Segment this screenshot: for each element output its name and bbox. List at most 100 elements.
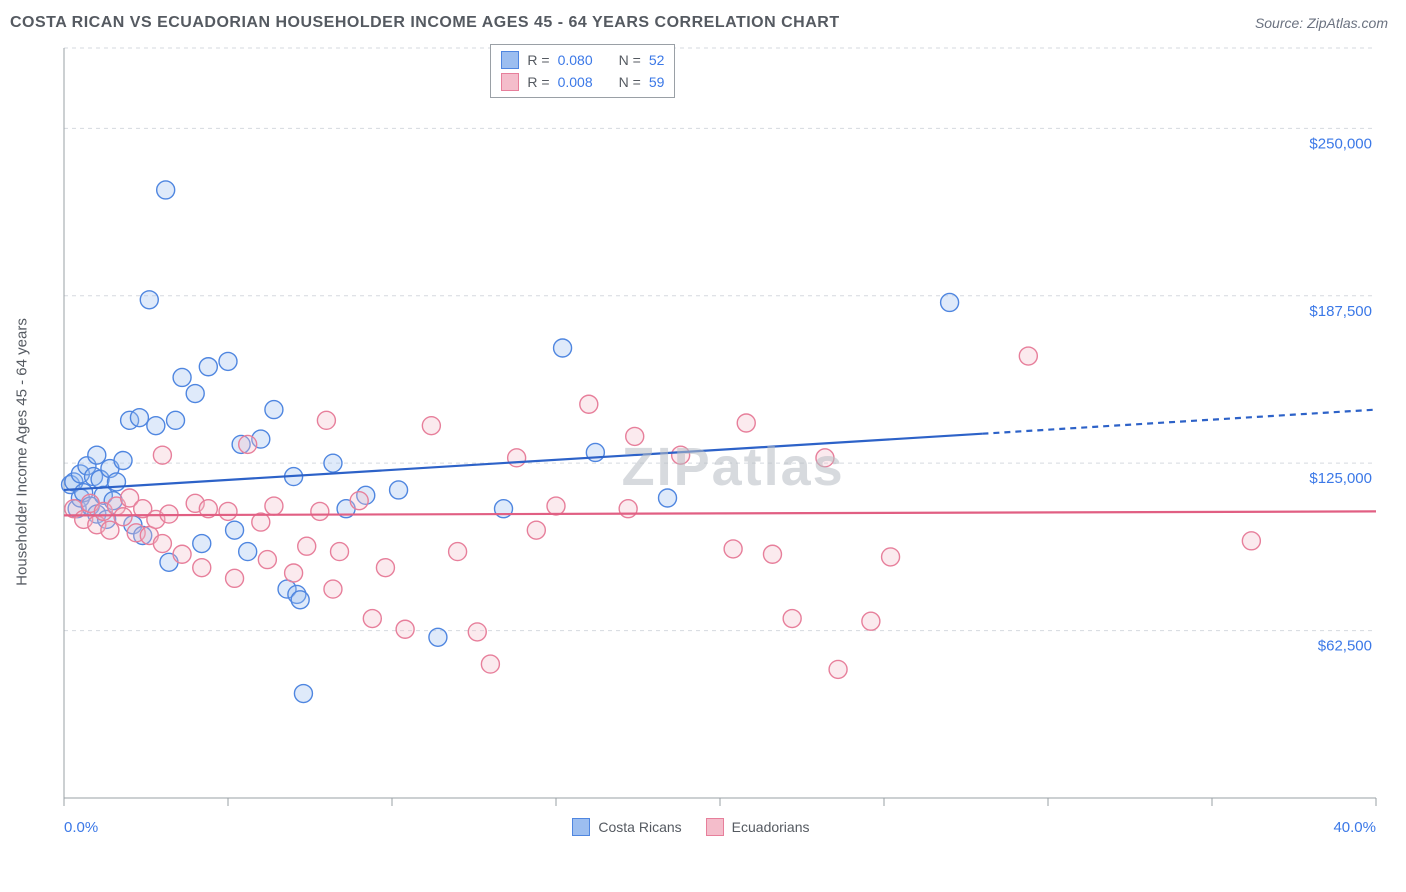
scatter-point (429, 628, 447, 646)
scatter-point (291, 591, 309, 609)
scatter-point (226, 569, 244, 587)
correlation-chart: COSTA RICAN VS ECUADORIAN HOUSEHOLDER IN… (10, 10, 1396, 882)
scatter-point (763, 545, 781, 563)
source-label: Source: ZipAtlas.com (1255, 15, 1388, 31)
legend-series-item: Costa Ricans (572, 816, 681, 838)
scatter-point (153, 446, 171, 464)
legend-series: Costa Ricans Ecuadorians (572, 816, 809, 838)
scatter-point (193, 535, 211, 553)
scatter-point (147, 417, 165, 435)
scatter-point (508, 449, 526, 467)
scatter-point (88, 446, 106, 464)
legend-n-value: 59 (649, 74, 665, 90)
scatter-point (672, 446, 690, 464)
scatter-point (363, 610, 381, 628)
legend-row: R = 0.008 N = 59 (501, 71, 664, 93)
scatter-point (239, 543, 257, 561)
x-min-label: 0.0% (64, 819, 98, 836)
scatter-point (324, 580, 342, 598)
y-tick-label: $125,000 (1309, 470, 1372, 487)
scatter-point (390, 481, 408, 499)
y-tick-label: $187,500 (1309, 303, 1372, 320)
scatter-point (1019, 347, 1037, 365)
scatter-point (449, 543, 467, 561)
legend-r-label: R = (527, 74, 549, 90)
chart-title: COSTA RICAN VS ECUADORIAN HOUSEHOLDER IN… (10, 14, 840, 32)
scatter-point (580, 395, 598, 413)
scatter-point (547, 497, 565, 515)
scatter-point (199, 358, 217, 376)
scatter-point (619, 500, 637, 518)
scatter-point (219, 352, 237, 370)
scatter-point (258, 551, 276, 569)
scatter-point (239, 435, 257, 453)
legend-swatch (572, 818, 590, 836)
scatter-point (331, 543, 349, 561)
trend-line (64, 434, 982, 490)
legend-swatch (501, 51, 519, 69)
scatter-point (816, 449, 834, 467)
legend-series-label: Costa Ricans (598, 819, 681, 835)
scatter-point (626, 427, 644, 445)
scatter-point (167, 411, 185, 429)
legend-r-value: 0.008 (558, 74, 593, 90)
y-tick-label: $250,000 (1309, 135, 1372, 152)
scatter-point (311, 502, 329, 520)
scatter-point (173, 545, 191, 563)
legend-n-label: N = (619, 52, 641, 68)
scatter-plot-svg: $62,500 $125,000 $187,500 $250,000 0.0% 40.0% (50, 42, 1390, 862)
y-axis-label: Householder Income Ages 45 - 64 years (14, 318, 31, 586)
legend-correlation-box: R = 0.080 N = 52 R = 0.008 N = 59 (490, 44, 675, 98)
scatter-point (527, 521, 545, 539)
scatter-point (265, 497, 283, 515)
scatter-point (285, 564, 303, 582)
scatter-point (294, 685, 312, 703)
scatter-point (157, 181, 175, 199)
scatter-point (317, 411, 335, 429)
plot-wrapper: Householder Income Ages 45 - 64 years $6… (50, 42, 1396, 862)
scatter-point (130, 409, 148, 427)
scatter-point (1242, 532, 1260, 550)
y-tick-label: $62,500 (1318, 638, 1372, 655)
x-max-label: 40.0% (1333, 819, 1376, 836)
legend-swatch (706, 818, 724, 836)
scatter-point (882, 548, 900, 566)
scatter-point (396, 620, 414, 638)
scatter-point (468, 623, 486, 641)
legend-series-item: Ecuadorians (706, 816, 810, 838)
legend-swatch (501, 73, 519, 91)
scatter-point (350, 492, 368, 510)
scatter-point (219, 502, 237, 520)
scatter-point (324, 454, 342, 472)
scatter-point (101, 521, 119, 539)
scatter-point (186, 385, 204, 403)
scatter-point (724, 540, 742, 558)
scatter-point (481, 655, 499, 673)
scatter-point (376, 559, 394, 577)
legend-series-label: Ecuadorians (732, 819, 810, 835)
scatter-point (226, 521, 244, 539)
scatter-point (193, 559, 211, 577)
scatter-point (153, 535, 171, 553)
scatter-point (659, 489, 677, 507)
legend-n-value: 52 (649, 52, 665, 68)
legend-r-label: R = (527, 52, 549, 68)
scatter-point (829, 660, 847, 678)
legend-row: R = 0.080 N = 52 (501, 49, 664, 71)
legend-r-value: 0.080 (558, 52, 593, 68)
scatter-point (422, 417, 440, 435)
scatter-point (114, 508, 132, 526)
scatter-point (941, 293, 959, 311)
scatter-point (737, 414, 755, 432)
legend-n-label: N = (619, 74, 641, 90)
scatter-point (862, 612, 880, 630)
scatter-point (265, 401, 283, 419)
scatter-point (140, 291, 158, 309)
scatter-point (298, 537, 316, 555)
scatter-point (173, 368, 191, 386)
title-bar: COSTA RICAN VS ECUADORIAN HOUSEHOLDER IN… (10, 10, 1396, 42)
trend-line-dashed (982, 410, 1376, 434)
scatter-point (114, 452, 132, 470)
scatter-point (554, 339, 572, 357)
scatter-point (783, 610, 801, 628)
